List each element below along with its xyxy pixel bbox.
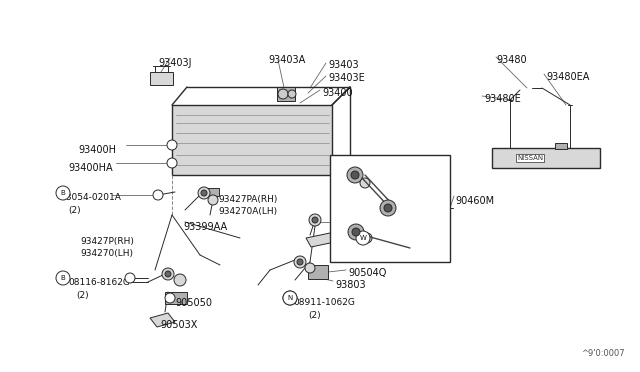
Text: 93403J: 93403J	[158, 58, 192, 68]
Text: (2): (2)	[68, 206, 81, 215]
Bar	[172, 105, 332, 175]
Polygon shape	[150, 313, 175, 327]
Circle shape	[278, 89, 288, 99]
Bar	[308, 265, 328, 279]
Circle shape	[360, 178, 370, 188]
Text: 90570X: 90570X	[343, 222, 381, 232]
Circle shape	[294, 256, 306, 268]
Text: 93403: 93403	[328, 60, 358, 70]
Text: B: B	[61, 275, 65, 281]
Text: 90460M: 90460M	[455, 196, 494, 206]
Text: ^9'0:0007: ^9'0:0007	[581, 349, 625, 358]
Circle shape	[283, 291, 297, 305]
Polygon shape	[306, 233, 335, 247]
Circle shape	[162, 268, 174, 280]
Circle shape	[347, 167, 363, 183]
Circle shape	[125, 273, 135, 283]
Text: 93427PA(RH): 93427PA(RH)	[218, 195, 277, 204]
Text: 93480E: 93480E	[484, 94, 521, 104]
Circle shape	[56, 186, 70, 200]
Text: 90503X: 90503X	[160, 320, 197, 330]
Text: 93400H: 93400H	[78, 145, 116, 155]
Text: NISSAN: NISSAN	[517, 155, 543, 161]
Circle shape	[167, 140, 177, 150]
Circle shape	[352, 228, 360, 236]
Text: 08116-8162G: 08116-8162G	[68, 278, 130, 287]
Circle shape	[201, 190, 207, 196]
Text: 93399A: 93399A	[390, 175, 428, 185]
Text: 93403E: 93403E	[328, 73, 365, 83]
Text: 93403A: 93403A	[268, 55, 305, 65]
Circle shape	[380, 200, 396, 216]
Text: N: N	[287, 295, 292, 301]
Circle shape	[312, 217, 318, 223]
Text: 90504Q: 90504Q	[348, 268, 387, 278]
Text: 934270(LH): 934270(LH)	[80, 249, 133, 258]
Circle shape	[384, 204, 392, 212]
Text: B: B	[61, 190, 65, 196]
Text: 905170: 905170	[390, 163, 427, 173]
Text: 934270A(LH): 934270A(LH)	[218, 207, 277, 216]
Text: 08915-4382A: 08915-4382A	[366, 238, 427, 247]
Text: 93400: 93400	[322, 88, 353, 98]
Bar	[150, 72, 173, 85]
Circle shape	[165, 293, 175, 303]
Circle shape	[208, 195, 218, 205]
Text: 90502X: 90502X	[340, 240, 378, 250]
Circle shape	[174, 274, 186, 286]
Text: 93413C: 93413C	[390, 196, 428, 206]
Text: W: W	[360, 235, 367, 241]
Circle shape	[56, 271, 70, 285]
Bar	[205, 188, 219, 196]
Circle shape	[198, 187, 210, 199]
Bar	[555, 143, 567, 149]
Text: 93399AA: 93399AA	[183, 222, 227, 232]
Circle shape	[309, 214, 321, 226]
Circle shape	[283, 291, 297, 305]
Bar	[277, 87, 295, 101]
Bar	[165, 292, 187, 304]
Circle shape	[356, 231, 370, 245]
Text: 905050: 905050	[175, 298, 212, 308]
Circle shape	[362, 233, 372, 243]
Text: 93399A: 93399A	[385, 224, 422, 234]
Bar	[492, 148, 600, 168]
Text: 08911-1062G: 08911-1062G	[293, 298, 355, 307]
Circle shape	[351, 171, 359, 179]
Text: 93803: 93803	[335, 280, 365, 290]
Text: 93400HA: 93400HA	[68, 163, 113, 173]
Circle shape	[305, 263, 315, 273]
Text: (2): (2)	[308, 311, 321, 320]
Text: 08054-0201A: 08054-0201A	[60, 193, 121, 202]
Text: 93480: 93480	[496, 55, 527, 65]
Bar	[330, 155, 450, 262]
Text: (2): (2)	[76, 291, 88, 300]
Circle shape	[297, 259, 303, 265]
Text: (2): (2)	[375, 251, 388, 260]
Circle shape	[167, 158, 177, 168]
Circle shape	[153, 190, 163, 200]
Text: 93427P(RH): 93427P(RH)	[80, 237, 134, 246]
Text: 93480EA: 93480EA	[546, 72, 589, 82]
Circle shape	[165, 271, 171, 277]
Circle shape	[348, 224, 364, 240]
Circle shape	[288, 90, 296, 98]
